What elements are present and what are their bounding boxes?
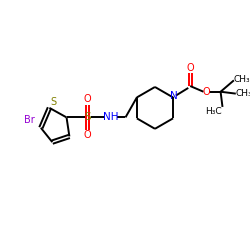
- Text: O: O: [84, 130, 91, 140]
- Text: O: O: [202, 87, 210, 97]
- Text: O: O: [84, 94, 91, 104]
- Text: S: S: [50, 97, 56, 107]
- Text: S: S: [84, 112, 91, 122]
- Text: Br: Br: [24, 115, 35, 125]
- Text: CH₃: CH₃: [233, 75, 250, 84]
- Text: O: O: [186, 63, 194, 73]
- Text: CH₃: CH₃: [235, 89, 250, 98]
- Text: N: N: [170, 90, 178, 101]
- Text: H₃C: H₃C: [205, 107, 221, 116]
- Text: NH: NH: [102, 112, 118, 122]
